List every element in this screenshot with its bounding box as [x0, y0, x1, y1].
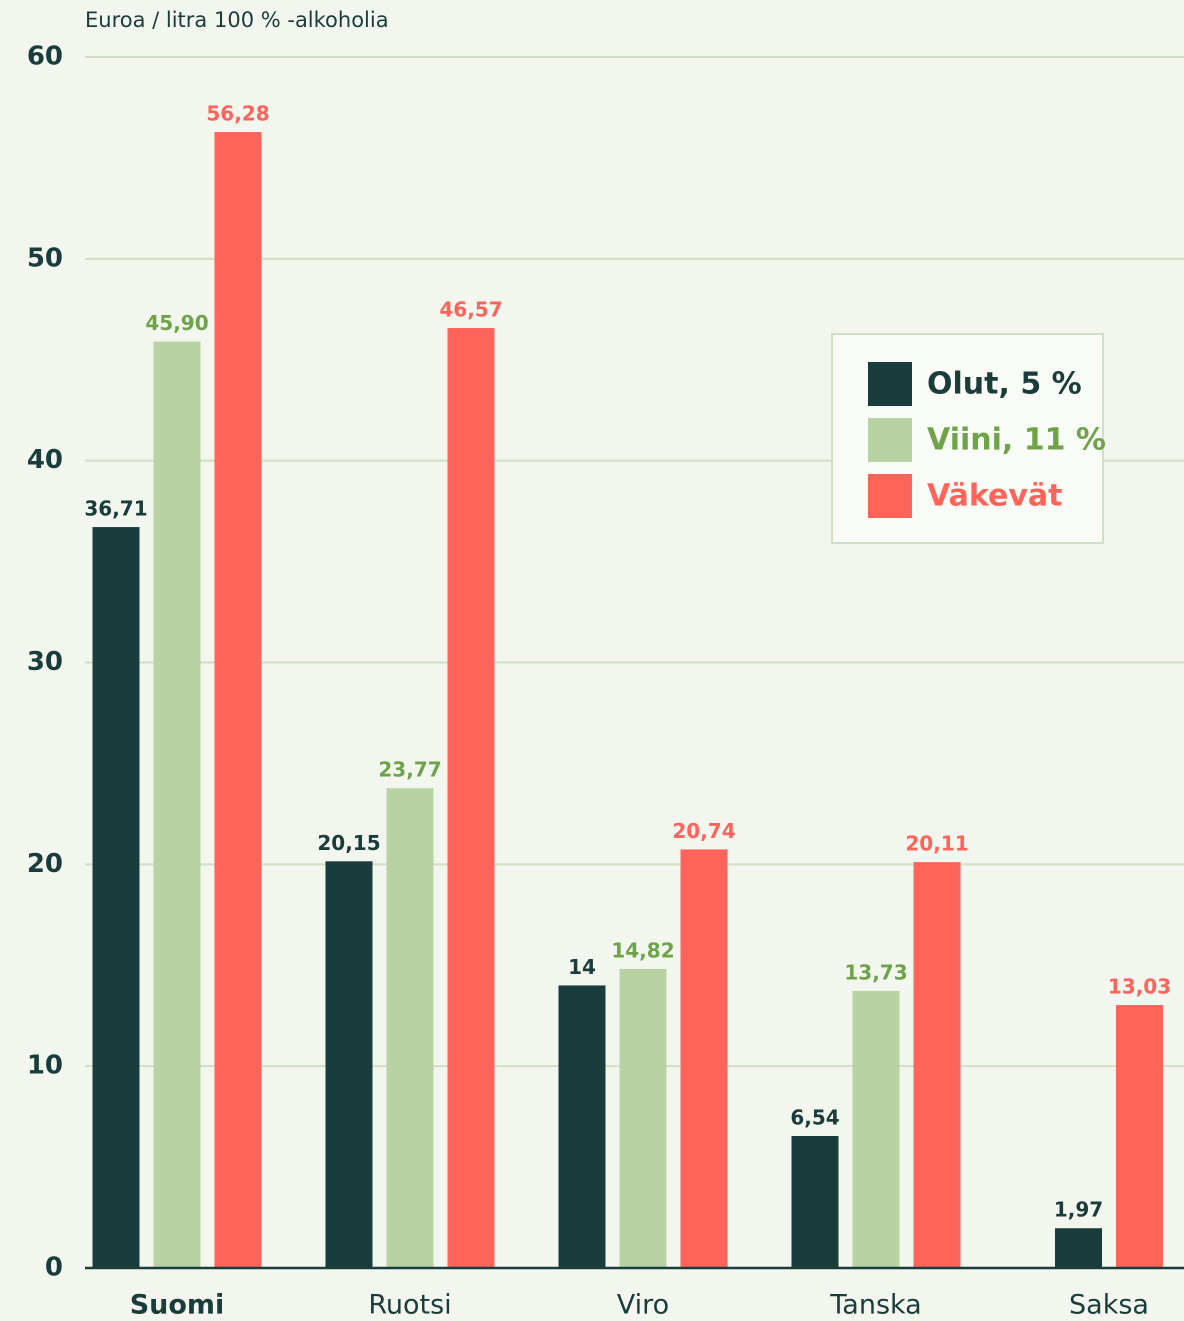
- x-tick-label: Saksa: [1069, 1290, 1149, 1321]
- bar: [447, 328, 495, 1269]
- value-label: 45,90: [145, 311, 208, 335]
- y-tick-label: 0: [45, 1253, 63, 1283]
- bar: [852, 990, 900, 1268]
- bar: [325, 861, 373, 1268]
- value-label: 14,82: [611, 938, 674, 962]
- x-tick-label: Suomi: [130, 1290, 225, 1321]
- x-tick-label: Tanska: [829, 1290, 921, 1321]
- y-tick-label: 10: [27, 1051, 63, 1081]
- value-label: 23,77: [378, 758, 441, 782]
- bar: [680, 849, 728, 1268]
- bar: [558, 985, 606, 1268]
- x-tick-label: Ruotsi: [368, 1290, 451, 1321]
- y-tick-label: 40: [27, 445, 63, 475]
- bar: [386, 788, 434, 1268]
- legend-swatch: [868, 474, 912, 518]
- value-label: 1,97: [1054, 1198, 1103, 1222]
- value-label: 46,57: [439, 298, 502, 322]
- value-label: 14: [568, 955, 596, 979]
- bar: [791, 1136, 839, 1268]
- bar: [1116, 1005, 1163, 1268]
- value-label: 36,71: [84, 497, 147, 521]
- legend-label: Väkevät: [927, 479, 1062, 514]
- y-tick-label: 20: [27, 849, 63, 879]
- value-label: 20,74: [672, 819, 735, 843]
- value-label: 20,15: [317, 831, 380, 855]
- legend-label: Viini, 11 %: [927, 423, 1106, 458]
- legend-label: Olut, 5 %: [927, 367, 1082, 402]
- value-label: 13,73: [844, 960, 907, 984]
- bar: [913, 862, 961, 1268]
- bar: [1055, 1228, 1102, 1268]
- value-label: 56,28: [206, 102, 269, 126]
- legend-swatch: [868, 418, 912, 462]
- y-tick-label: 60: [27, 42, 63, 72]
- bar: [153, 341, 201, 1269]
- bar: [214, 132, 262, 1268]
- value-label: 6,54: [790, 1106, 839, 1130]
- x-tick-label: Viro: [617, 1290, 669, 1321]
- legend-swatch: [868, 362, 912, 406]
- bar: [92, 527, 140, 1268]
- axis-label: Euroa / litra 100 % -alkoholia: [85, 8, 389, 32]
- value-label: 20,11: [905, 832, 968, 856]
- y-tick-label: 30: [27, 647, 63, 677]
- bar: [619, 968, 667, 1268]
- value-label: 13,03: [1108, 975, 1171, 999]
- y-tick-label: 50: [27, 243, 63, 273]
